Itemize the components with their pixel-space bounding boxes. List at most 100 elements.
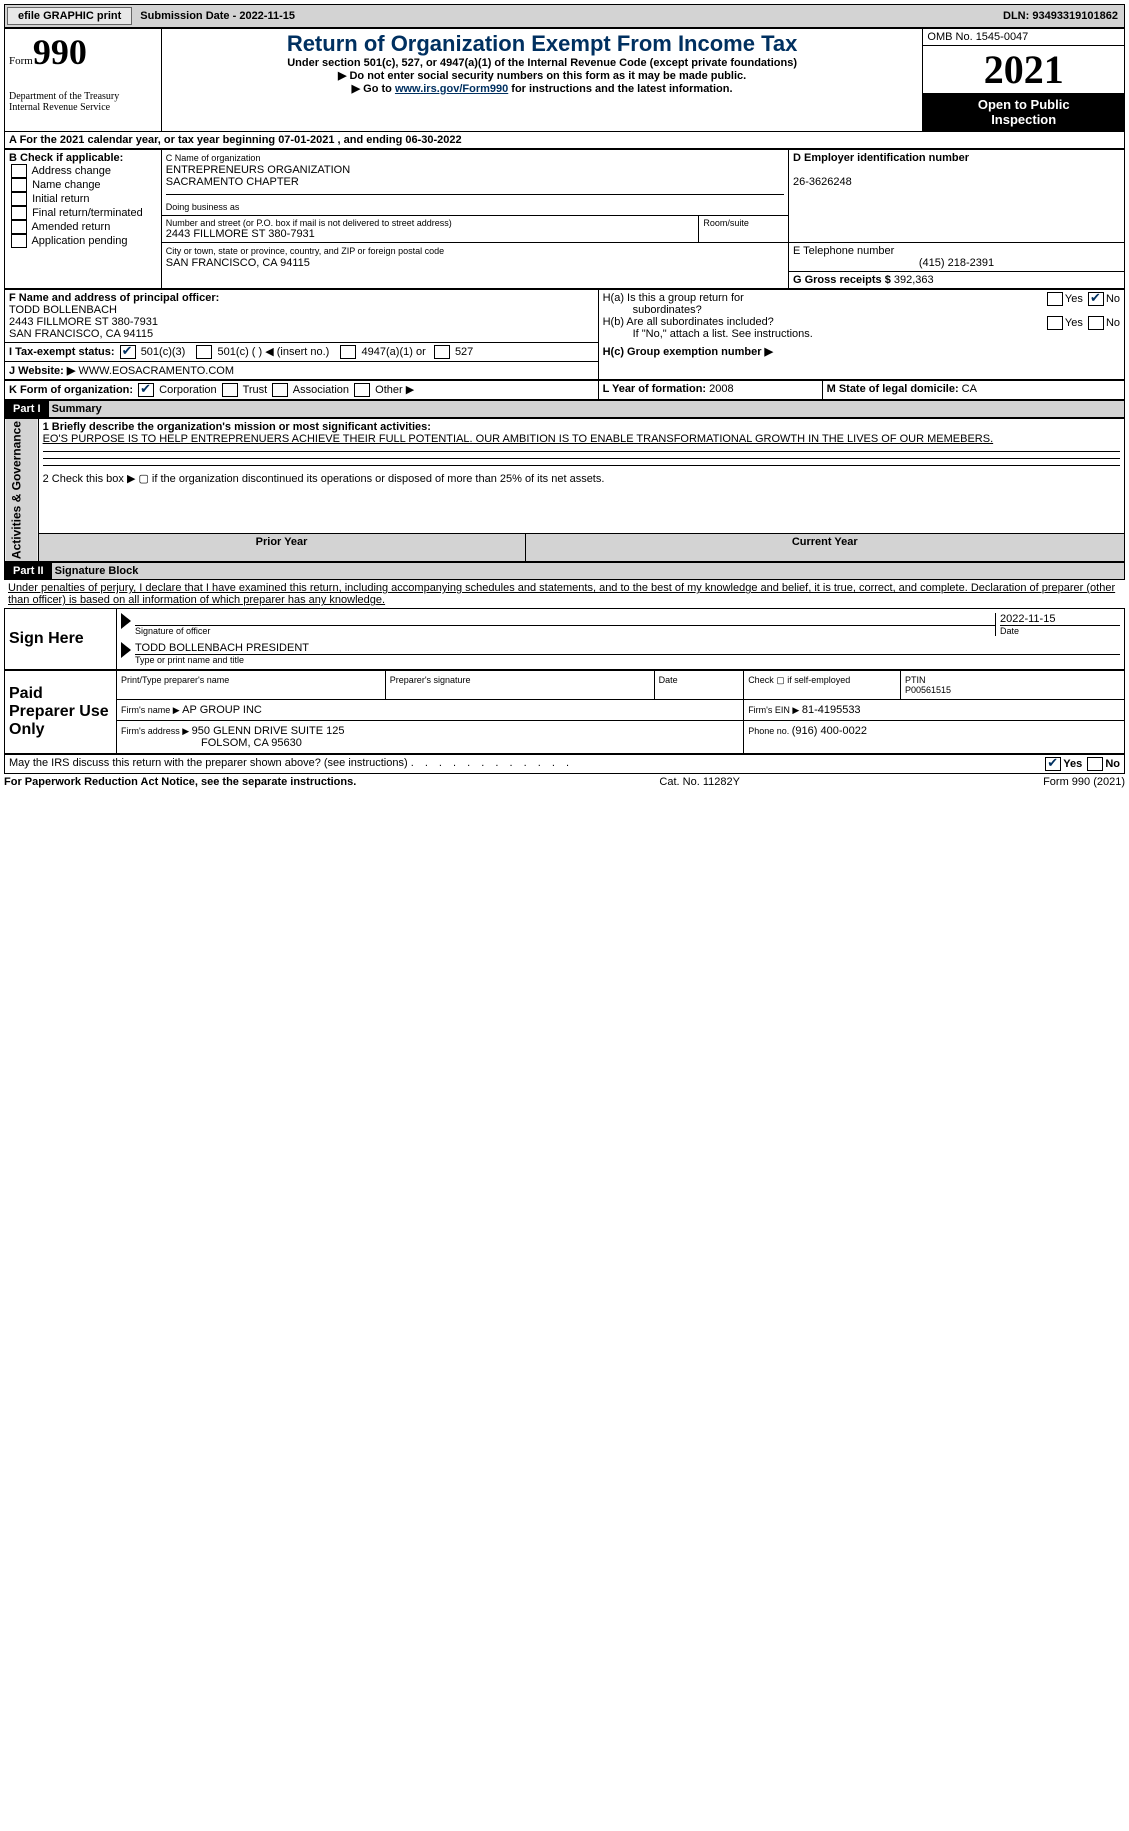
firm-name: AP GROUP INC xyxy=(182,704,262,716)
tax-year: 2021 xyxy=(923,46,1124,93)
submission-date-label: Submission Date - 2022-11-15 xyxy=(134,10,295,22)
officer-addr1: 2443 FILLMORE ST 380-7931 xyxy=(9,316,158,328)
part-i-body: Activities & Governance 1 Briefly descri… xyxy=(4,418,1125,562)
hb-no-box[interactable] xyxy=(1088,316,1104,330)
k-corp-box[interactable] xyxy=(138,383,154,397)
checkbox-address-change[interactable] xyxy=(11,164,27,178)
top-bar: efile GRAPHIC print Submission Date - 20… xyxy=(4,4,1125,28)
paid-preparer-block: Paid Preparer Use Only Print/Type prepar… xyxy=(4,670,1125,754)
under-section: Under section 501(c), 527, or 4947(a)(1)… xyxy=(166,57,919,69)
l-label: L Year of formation: xyxy=(603,383,710,395)
omb-number: 1545-0047 xyxy=(976,31,1029,43)
mission-text: EO'S PURPOSE IS TO HELP ENTREPRENUERS AC… xyxy=(43,433,994,445)
arrow-icon xyxy=(121,613,131,629)
part-i-header: Part I Summary xyxy=(4,400,1125,418)
other-label: Other ▶ xyxy=(375,384,414,396)
sig-officer-label: Signature of officer xyxy=(135,625,995,636)
hb-label: H(b) Are all subordinates included? xyxy=(603,316,774,328)
ha-no-box[interactable] xyxy=(1088,292,1104,306)
yes-label: Yes xyxy=(1065,293,1083,305)
501c3-label: 501(c)(3) xyxy=(141,346,186,358)
may-yes-box[interactable] xyxy=(1045,757,1061,771)
firm-phone-label: Phone no. xyxy=(748,726,792,736)
goto-line: ▶ Go to www.irs.gov/Form990 for instruct… xyxy=(166,82,919,95)
firm-addr-label: Firm's address ▶ xyxy=(121,726,192,736)
corp-label: Corporation xyxy=(159,384,216,396)
may-irs-row: May the IRS discuss this return with the… xyxy=(4,754,1125,774)
form-header: Form990 Department of the Treasury Inter… xyxy=(4,28,1125,132)
j-label: J Website: ▶ xyxy=(9,365,78,377)
prep-name-label: Print/Type preparer's name xyxy=(117,671,386,700)
app-pending-label: Application pending xyxy=(31,235,127,247)
assoc-label: Association xyxy=(293,384,349,396)
m-label: M State of legal domicile: xyxy=(827,383,962,395)
phone-value: (415) 218-2391 xyxy=(793,257,1120,269)
k-assoc-box[interactable] xyxy=(272,383,288,397)
prep-sig-label: Preparer's signature xyxy=(385,671,654,700)
i-4947-box[interactable] xyxy=(340,345,356,359)
i-501c-box[interactable] xyxy=(196,345,212,359)
checkbox-amended[interactable] xyxy=(11,220,27,234)
sig-block-title: Signature Block xyxy=(55,565,139,577)
city-value: SAN FRANCISCO, CA 94115 xyxy=(166,257,310,269)
yes-label-2: Yes xyxy=(1065,317,1083,329)
c-header: C Name of organization xyxy=(166,153,261,163)
open-public-badge: Open to PublicInspection xyxy=(923,93,1124,131)
ptin-value: P00561515 xyxy=(905,685,951,695)
g-header: G Gross receipts $ xyxy=(793,274,894,286)
paid-prep-label: Paid Preparer Use Only xyxy=(5,671,117,754)
hb-note: If "No," attach a list. See instructions… xyxy=(603,328,813,340)
line-2: 2 Check this box ▶ ▢ if the organization… xyxy=(43,473,605,485)
room-suite-label: Room/suite xyxy=(699,216,789,243)
identity-block: B Check if applicable: Address change Na… xyxy=(4,149,1125,289)
ha-label: H(a) Is this a group return for xyxy=(603,292,744,304)
addr-label: Number and street (or P.O. box if mail i… xyxy=(166,218,452,228)
ha-yes-box[interactable] xyxy=(1047,292,1063,306)
firm-name-label: Firm's name ▶ xyxy=(121,705,182,715)
k-trust-box[interactable] xyxy=(222,383,238,397)
dept-treasury: Department of the Treasury xyxy=(9,91,157,102)
may-no: No xyxy=(1105,758,1120,770)
ssn-warning: ▶ Do not enter social security numbers o… xyxy=(166,69,919,82)
sig-date: 2022-11-15 xyxy=(1000,613,1055,625)
checkbox-initial[interactable] xyxy=(11,192,27,206)
irs-link[interactable]: www.irs.gov/Form990 xyxy=(395,83,508,95)
org-name-2: SACRAMENTO CHAPTER xyxy=(166,176,299,188)
firm-ein: 81-4195533 xyxy=(802,704,861,716)
officer-addr2: SAN FRANCISCO, CA 94115 xyxy=(9,328,153,340)
city-label: City or town, state or province, country… xyxy=(166,246,444,256)
date-label: Date xyxy=(1000,625,1120,636)
hc-label: H(c) Group exemption number ▶ xyxy=(603,346,773,358)
year-formation: 2008 xyxy=(709,383,733,395)
cat-no: Cat. No. 11282Y xyxy=(659,776,740,788)
line-a: A For the 2021 calendar year, or tax yea… xyxy=(4,132,1125,149)
f-h-block: F Name and address of principal officer:… xyxy=(4,289,1125,380)
checkbox-app-pending[interactable] xyxy=(11,234,27,248)
sign-here-block: Sign Here Signature of officer 2022-11-1… xyxy=(4,608,1125,670)
dba-label: Doing business as xyxy=(166,202,240,212)
i-527-box[interactable] xyxy=(434,345,450,359)
dln: DLN: 93493319101862 xyxy=(1003,10,1124,22)
e-header: E Telephone number xyxy=(793,245,894,257)
527-label: 527 xyxy=(455,346,473,358)
efile-button[interactable]: efile GRAPHIC print xyxy=(7,7,132,25)
may-no-box[interactable] xyxy=(1087,757,1103,771)
part-ii-header: Part II Signature Block xyxy=(4,562,1125,580)
no-label-2: No xyxy=(1106,317,1120,329)
i-501c3-box[interactable] xyxy=(120,345,136,359)
name-change-label: Name change xyxy=(32,179,101,191)
perjury-declaration: Under penalties of perjury, I declare th… xyxy=(4,580,1125,608)
may-yes: Yes xyxy=(1063,758,1082,770)
d-header: D Employer identification number xyxy=(793,152,969,164)
self-emp-check: Check ▢ if self-employed xyxy=(744,671,901,700)
paperwork-notice: For Paperwork Reduction Act Notice, see … xyxy=(4,776,356,788)
hb-yes-box[interactable] xyxy=(1047,316,1063,330)
form-word: Form xyxy=(9,55,33,67)
checkbox-final[interactable] xyxy=(11,206,27,220)
ha-sub: subordinates? xyxy=(603,304,702,316)
k-other-box[interactable] xyxy=(354,383,370,397)
initial-label: Initial return xyxy=(32,193,89,205)
checkbox-name-change[interactable] xyxy=(11,178,27,192)
name-title-label: Type or print name and title xyxy=(135,654,1120,665)
form-ref: Form 990 (2021) xyxy=(1043,776,1125,788)
